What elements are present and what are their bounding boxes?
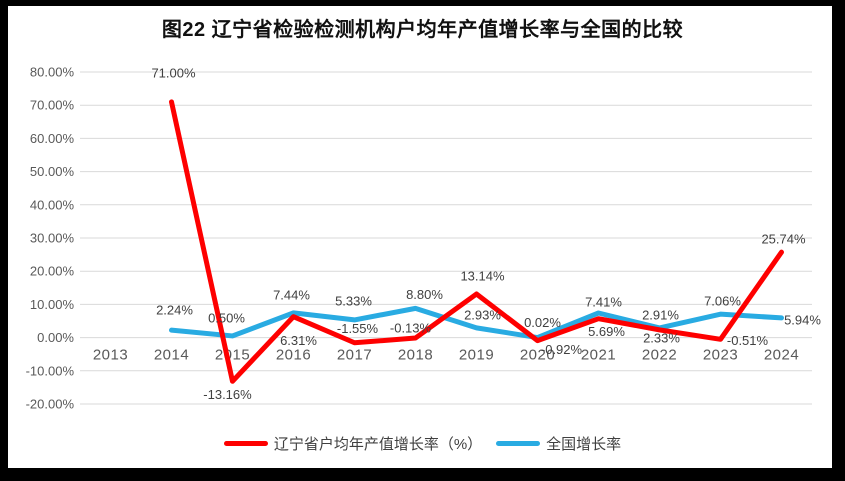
data-label: -0.13%	[390, 321, 432, 336]
data-label: 7.41%	[585, 294, 622, 309]
y-axis-tick-label: 40.00%	[30, 197, 75, 212]
legend-label-liaoning: 辽宁省户均年产值增长率（%）	[273, 435, 483, 453]
x-axis-year-label: 2013	[93, 347, 128, 364]
y-axis-tick-labels: 80.00% 70.00% 60.00% 50.00% 40.00% 30.00% 20.0…	[26, 65, 75, 412]
y-axis-tick-label: 80.00%	[30, 65, 75, 80]
x-axis-year-label: 2024	[764, 347, 799, 364]
data-label: 6.31%	[280, 333, 317, 348]
y-axis-tick-label: -10.00%	[26, 363, 75, 378]
series-line-national	[169, 305, 784, 341]
x-axis-year-label: 2018	[398, 347, 433, 364]
data-label: 71.00%	[151, 65, 196, 80]
legend-line-swatch-blue	[496, 440, 541, 446]
chart-legend: 辽宁省户均年产值增长率（%） 全国增长率	[0, 431, 845, 455]
x-axis-year-labels: 2013 2014 2015 2016 2017 2018 2019 2020 2021 2022…	[93, 347, 799, 364]
data-label: 2.93%	[464, 307, 501, 322]
data-label: -13.16%	[203, 387, 252, 402]
y-axis-tick-label: -20.00%	[26, 397, 75, 412]
legend-label-national: 全国增长率	[546, 435, 622, 453]
legend-item-national: 全国增长率	[496, 433, 621, 454]
legend-item-liaoning: 辽宁省户均年产值增长率（%）	[223, 433, 483, 454]
x-axis-year-label: 2016	[276, 347, 311, 364]
y-axis-tick-label: 50.00%	[30, 164, 75, 179]
data-label: 13.14%	[460, 268, 505, 283]
data-label: 2.91%	[642, 307, 679, 322]
data-label: 8.80%	[406, 287, 443, 302]
data-label: -0.92%	[541, 342, 583, 357]
data-label: 5.94%	[784, 312, 821, 327]
gridlines	[80, 71, 812, 405]
x-axis-year-label: 2021	[581, 347, 616, 364]
data-label: 2.33%	[643, 330, 680, 345]
chart-title: 图22 辽宁省检验检测机构户均年产值增长率与全国的比较	[161, 19, 684, 41]
data-label: 7.06%	[704, 294, 741, 309]
y-axis-tick-label: 0.00%	[37, 330, 74, 345]
data-label: 5.33%	[335, 293, 372, 308]
x-axis-year-label: 2017	[337, 347, 372, 364]
legend-line-swatch-red	[223, 440, 268, 446]
x-axis-year-label: 2022	[642, 347, 677, 364]
data-label: 2.24%	[156, 303, 193, 318]
data-label: 5.69%	[588, 324, 625, 339]
series-line-liaoning	[169, 99, 784, 384]
y-axis-tick-label: 60.00%	[30, 131, 75, 146]
x-axis-year-label: 2020	[520, 347, 555, 364]
x-axis-year-label: 2015	[215, 347, 250, 364]
x-axis-year-label: 2023	[703, 347, 738, 364]
y-axis-tick-label: 10.00%	[30, 297, 75, 312]
data-label: -1.55%	[337, 321, 379, 336]
data-labels: 71.00% -13.16% 6.31% -1.55% -0.13% 13.14% -0.9…	[151, 65, 821, 401]
data-label: 0.50%	[208, 310, 245, 325]
data-label: 0.02%	[524, 315, 561, 330]
data-label: -0.51%	[727, 333, 769, 348]
y-axis-tick-label: 30.00%	[30, 231, 75, 246]
x-axis-year-label: 2014	[154, 347, 189, 364]
y-axis-tick-label: 70.00%	[30, 98, 75, 113]
data-label: 25.74%	[761, 232, 806, 247]
x-axis-year-label: 2019	[459, 347, 494, 364]
y-axis-tick-label: 20.00%	[30, 264, 75, 279]
data-label: 7.44%	[273, 287, 310, 302]
